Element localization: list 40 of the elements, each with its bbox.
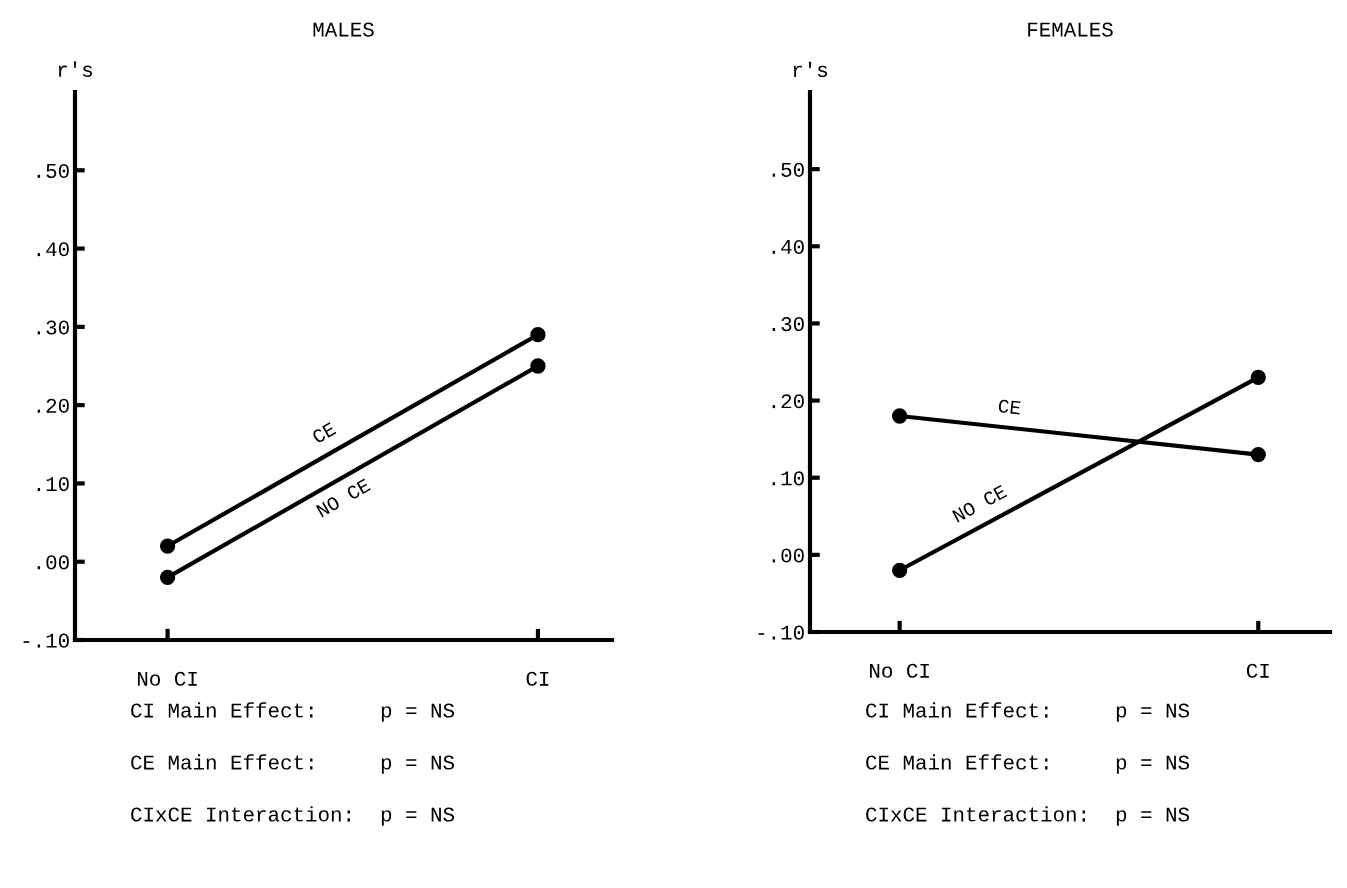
- text: CI Main Effect: p = NS: [131, 702, 455, 722]
- y-tick-label: .00: [772, 548, 804, 563]
- text: NO CE: [951, 484, 1008, 523]
- y-tick-label: .30: [772, 317, 804, 332]
- y-tick-label: .10: [772, 471, 804, 486]
- y-tick-label: .00: [37, 555, 69, 570]
- y-tick-label: .40: [37, 242, 69, 257]
- x-tick-label: CI: [526, 671, 549, 686]
- text: CIxCE Interaction: p = NS: [866, 806, 1190, 826]
- y-axis-title: r's: [793, 61, 828, 78]
- y-tick-label: .30: [37, 320, 69, 335]
- y-tick-label: .50: [37, 163, 69, 179]
- y-tick-label: -.10: [23, 633, 69, 648]
- text: CIxCE Interaction: p = NS: [131, 806, 455, 826]
- y-tick-label: .20: [772, 394, 804, 409]
- y-tick-label: .20: [37, 398, 69, 413]
- y-tick-label: .40: [772, 239, 804, 255]
- x-tick-label: No CI: [870, 663, 929, 678]
- text: CE: [998, 399, 1021, 415]
- text: CE Main Effect: p = NS: [866, 754, 1190, 774]
- text: NO CE: [315, 478, 371, 518]
- point: [892, 408, 908, 424]
- point: [530, 327, 546, 343]
- y-tick-label: .10: [37, 477, 69, 492]
- point: [159, 569, 176, 586]
- point: [1250, 446, 1266, 463]
- chart-title: MALES: [313, 22, 374, 37]
- x-tick-label: CI: [1246, 663, 1269, 678]
- point: [530, 358, 546, 374]
- y-axis-title: r's: [58, 61, 93, 77]
- y-tick-label: .50: [772, 162, 804, 177]
- x-tick-label: No CI: [137, 671, 197, 686]
- text: CE Main Effect: p = NS: [131, 754, 455, 774]
- chart-title: FEMALES: [1028, 22, 1113, 37]
- point: [1250, 369, 1266, 386]
- point: [159, 538, 176, 554]
- text: CE: [311, 421, 337, 444]
- y-tick-label: -.10: [758, 625, 804, 640]
- text: CI Main Effect: p = NS: [866, 702, 1190, 722]
- point: [892, 562, 908, 578]
